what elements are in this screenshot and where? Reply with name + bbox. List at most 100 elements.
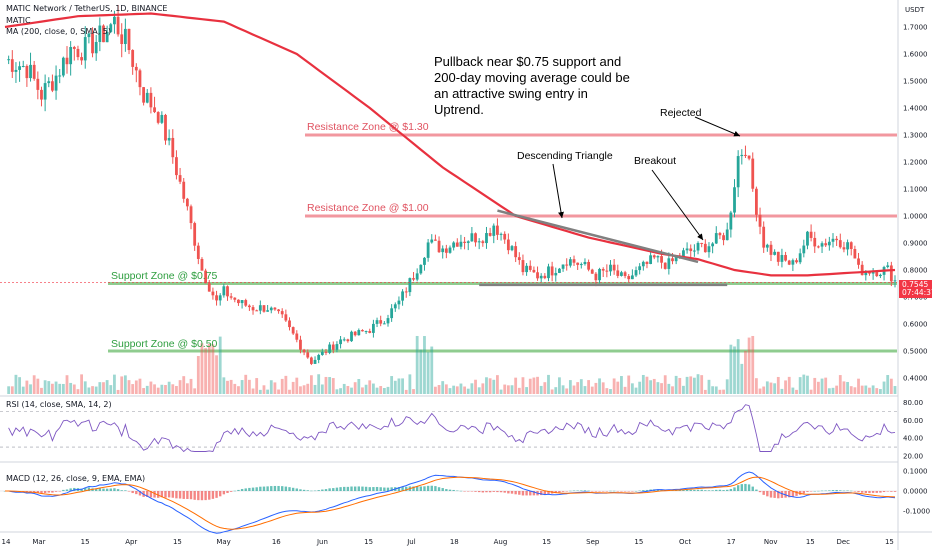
macd-histogram-bar xyxy=(525,491,528,496)
volume-bar xyxy=(382,388,386,394)
volume-bar xyxy=(364,384,368,394)
macd-histogram-bar xyxy=(598,491,601,492)
macd-histogram-bar xyxy=(682,489,685,491)
candle-body xyxy=(452,242,456,248)
macd-histogram-bar xyxy=(795,491,798,496)
candle-body xyxy=(543,275,547,279)
volume-bar xyxy=(700,375,704,394)
macd-histogram-bar xyxy=(499,491,503,493)
macd-histogram-bar xyxy=(266,486,269,491)
macd-histogram-bar xyxy=(208,491,211,500)
candle-body xyxy=(331,344,335,350)
candle-body xyxy=(105,31,109,43)
volume-bar xyxy=(240,380,244,394)
candle-body xyxy=(718,233,722,236)
candle-body xyxy=(404,291,408,293)
candle-body xyxy=(91,33,94,54)
descending-arrow xyxy=(552,163,564,219)
volume-bar xyxy=(499,389,503,394)
macd-legend-text: MACD (12, 26, close, 9, EMA, EMA) xyxy=(6,474,146,483)
candle-body xyxy=(795,260,798,263)
volume-bar xyxy=(612,378,616,394)
macd-histogram-bar xyxy=(758,491,762,493)
macd-histogram-bar xyxy=(448,489,452,491)
macd-histogram-bar xyxy=(638,490,641,492)
volume-bar xyxy=(689,376,693,394)
volume-bar xyxy=(299,386,302,394)
volume-bar xyxy=(273,382,277,394)
candle-body xyxy=(853,249,857,259)
volume-bar xyxy=(696,374,700,394)
volume-bar xyxy=(492,379,496,394)
macd-histogram-bar xyxy=(299,489,302,491)
volume-bar xyxy=(835,385,839,394)
macd-histogram-bar xyxy=(204,491,207,501)
macd-histogram-bar xyxy=(302,489,306,491)
macd-histogram-bar xyxy=(543,491,547,495)
volume-bar xyxy=(357,379,361,394)
volume-bar xyxy=(842,381,846,394)
volume-bar xyxy=(831,387,835,394)
macd-histogram-bar xyxy=(532,491,536,496)
volume-bar xyxy=(470,383,474,394)
volume-bar xyxy=(773,383,777,394)
volume-bar xyxy=(838,375,842,394)
macd-histogram-bar xyxy=(164,491,167,498)
macd-histogram-bar xyxy=(726,489,729,491)
price-tick-label: 0.8000 xyxy=(903,267,928,275)
macd-histogram-bar xyxy=(788,491,791,498)
volume-bar xyxy=(623,386,627,394)
candle-body xyxy=(7,59,11,61)
macd-histogram-bar xyxy=(890,491,893,492)
candle-body xyxy=(309,357,313,364)
macd-histogram-bar xyxy=(766,491,769,497)
macd-histogram-bar xyxy=(135,491,138,495)
volume-bar xyxy=(193,388,197,394)
macd-histogram-bar xyxy=(415,486,419,491)
volume-bar xyxy=(295,377,299,394)
volume-bar xyxy=(80,374,83,394)
candle-body xyxy=(503,233,507,240)
volume-bar xyxy=(207,343,211,394)
volume-bar xyxy=(324,376,328,394)
macd-histogram-bar xyxy=(109,488,112,491)
candle-body xyxy=(266,310,270,312)
candle-body xyxy=(762,226,766,248)
volume-bar xyxy=(18,377,21,394)
candle-body xyxy=(893,280,897,282)
candle-body xyxy=(127,28,131,51)
volume-bar xyxy=(69,382,73,394)
candle-body xyxy=(375,320,379,324)
volume-bar xyxy=(328,377,332,394)
volume-bar xyxy=(72,384,76,394)
rsi-legend-text: RSI (14, close, SMA, 14, 2) xyxy=(6,400,112,409)
volume-bar xyxy=(568,380,572,394)
volume-bar xyxy=(616,381,620,394)
macd-histogram-bar xyxy=(514,491,517,495)
candle-body xyxy=(353,331,357,336)
volume-bar xyxy=(113,374,116,394)
candle-body xyxy=(346,339,350,342)
macd-histogram-bar xyxy=(828,490,831,491)
macd-histogram-bar xyxy=(521,491,525,496)
candle-body xyxy=(714,233,718,244)
volume-bar xyxy=(123,375,127,394)
volume-bar xyxy=(817,381,820,394)
volume-bar xyxy=(554,387,558,394)
volume-bar xyxy=(466,388,470,394)
volume-bar xyxy=(269,380,273,394)
volume-bar xyxy=(444,384,448,394)
volume-bar xyxy=(849,386,853,394)
volume-bar xyxy=(196,355,200,394)
candle-body xyxy=(831,238,835,242)
candle-body xyxy=(729,212,733,230)
candle-body xyxy=(138,70,142,88)
macd-histogram-bar xyxy=(197,491,200,501)
volume-bar xyxy=(685,376,689,394)
volume-bar xyxy=(485,377,488,394)
candle-body xyxy=(817,246,820,248)
macd-histogram-bar xyxy=(474,491,477,492)
volume-bar xyxy=(32,375,36,394)
volume-bar xyxy=(503,384,507,394)
price-tick-label: 0.5000 xyxy=(903,348,928,356)
